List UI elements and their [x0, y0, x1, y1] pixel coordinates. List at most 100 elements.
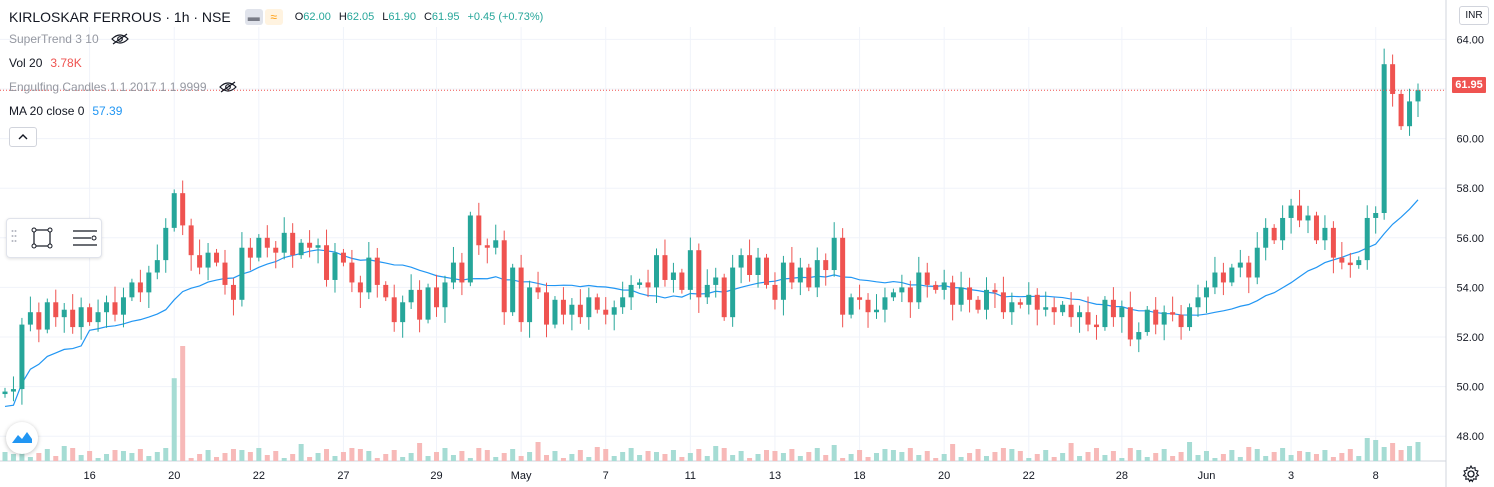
candle-body	[916, 272, 922, 303]
candle-body	[349, 262, 355, 283]
volume-bar	[755, 454, 761, 461]
candle-body	[890, 292, 896, 298]
chart-style-pill[interactable]: ▬ ≈	[244, 9, 285, 25]
volume-bar	[340, 452, 346, 461]
candle-body	[214, 252, 220, 263]
volume-bar	[2, 452, 8, 461]
collapse-legend-button[interactable]	[9, 127, 37, 147]
volume-bar	[1051, 457, 1057, 461]
volume-bar	[1356, 456, 1362, 461]
volume-bar	[797, 456, 803, 461]
volume-bar	[840, 458, 846, 461]
candle-body	[1119, 307, 1125, 318]
x-tick-label: 22	[1023, 470, 1035, 482]
candle-body	[814, 260, 820, 288]
volume-bar	[1229, 450, 1235, 461]
candle-body	[256, 237, 262, 258]
candle-body	[654, 255, 660, 288]
indicator-supertrend[interactable]: SuperTrend 3 10	[9, 32, 129, 46]
candle-body	[1271, 227, 1277, 241]
candle-body	[899, 287, 905, 293]
bars-style-icon[interactable]: ▬	[244, 9, 263, 25]
candle-body	[518, 267, 524, 323]
candle-body	[374, 257, 380, 285]
candle-body	[1229, 267, 1235, 283]
x-tick-label: 13	[769, 470, 781, 482]
volume-bar	[1271, 452, 1277, 461]
candle-body	[205, 252, 211, 268]
candle-body	[586, 297, 592, 318]
volume-bar	[1178, 452, 1184, 461]
candle-body	[1203, 287, 1209, 298]
candle-body	[281, 232, 287, 253]
y-tick-label: 58.00	[1456, 183, 1484, 195]
candle-body	[975, 299, 981, 310]
volume-bar	[645, 451, 651, 461]
currency-badge[interactable]: INR	[1459, 6, 1489, 25]
candle-body	[222, 262, 228, 285]
volume-bar	[10, 454, 16, 461]
volume-bar	[222, 453, 228, 461]
compare-icon[interactable]: ≈	[264, 9, 283, 25]
logo-glyph	[12, 432, 32, 443]
candle-body	[417, 289, 423, 320]
candle-body	[950, 282, 956, 305]
volume-bar	[1203, 451, 1209, 461]
indicator-ma[interactable]: MA 20 close 0 57.39	[9, 104, 122, 118]
candle-body	[1009, 302, 1015, 313]
volume-bar	[806, 452, 812, 461]
volume-bar	[958, 457, 964, 461]
volume-bar	[112, 450, 118, 461]
tradingview-logo-icon[interactable]	[6, 422, 38, 454]
eye-off-icon[interactable]	[218, 81, 237, 93]
rectangle-tool-icon[interactable]	[31, 227, 53, 249]
volume-bar	[1119, 458, 1125, 461]
volume-bar	[1220, 454, 1226, 461]
floating-drawing-toolbar[interactable]	[6, 218, 102, 258]
indicator-supertrend-label: SuperTrend 3 10	[9, 32, 99, 46]
y-tick-label: 60.00	[1456, 134, 1484, 146]
candle-body	[273, 247, 279, 253]
candle-body	[467, 215, 473, 283]
candle-body	[408, 289, 414, 303]
volume-bar	[1373, 440, 1379, 461]
volume-bar	[383, 454, 389, 461]
candle-body	[789, 262, 795, 283]
candle-body	[907, 287, 913, 303]
volume-bar	[171, 378, 177, 461]
x-tick-label: May	[511, 470, 532, 482]
indicator-ma-label: MA 20 close 0	[9, 104, 85, 118]
volume-bar	[577, 450, 583, 461]
volume-bar	[747, 458, 753, 461]
settings-gear-icon[interactable]	[1462, 465, 1480, 483]
x-tick-label: 28	[1116, 470, 1128, 482]
volume-bar	[1026, 458, 1032, 461]
volume-bar	[679, 457, 685, 461]
object-tree-icon[interactable]	[71, 227, 101, 249]
volume-bar	[154, 452, 160, 461]
candle-body	[27, 312, 33, 325]
volume-bar	[544, 455, 550, 461]
candle-body	[1017, 302, 1023, 305]
volume-bar	[256, 448, 262, 461]
candle-body	[806, 267, 812, 288]
volume-bar	[70, 448, 76, 461]
candle-body	[1161, 312, 1167, 325]
drag-handle-icon[interactable]	[11, 229, 17, 247]
eye-off-icon[interactable]	[110, 33, 129, 45]
y-tick-label: 54.00	[1456, 282, 1484, 294]
volume-bar	[290, 454, 296, 461]
symbol-title[interactable]: KIRLOSKAR FERROUS · 1h · NSE	[9, 9, 231, 25]
candle-body	[662, 255, 668, 280]
volume-bar	[1136, 450, 1142, 461]
candle-body	[1170, 312, 1176, 315]
indicator-volume[interactable]: Vol 20 3.78K	[9, 56, 82, 70]
indicator-engulfing[interactable]: Engulfing Candles 1 1 2017 1 1 9999	[9, 80, 237, 94]
candle-body	[620, 297, 626, 308]
candle-body	[53, 302, 59, 318]
candle-body	[10, 389, 16, 392]
candle-body	[1398, 93, 1404, 127]
candle-body	[95, 312, 101, 323]
candle-body	[104, 302, 110, 313]
